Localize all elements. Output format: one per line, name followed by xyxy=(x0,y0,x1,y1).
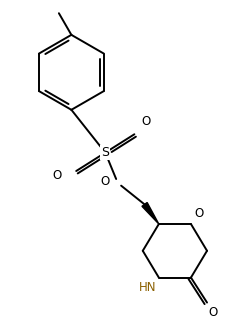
Text: S: S xyxy=(101,146,109,159)
Text: O: O xyxy=(100,175,109,188)
Text: O: O xyxy=(140,115,150,128)
Text: O: O xyxy=(52,169,61,182)
Text: HN: HN xyxy=(138,281,155,294)
Polygon shape xyxy=(141,203,158,224)
Text: O: O xyxy=(208,306,217,319)
Text: O: O xyxy=(194,207,203,221)
